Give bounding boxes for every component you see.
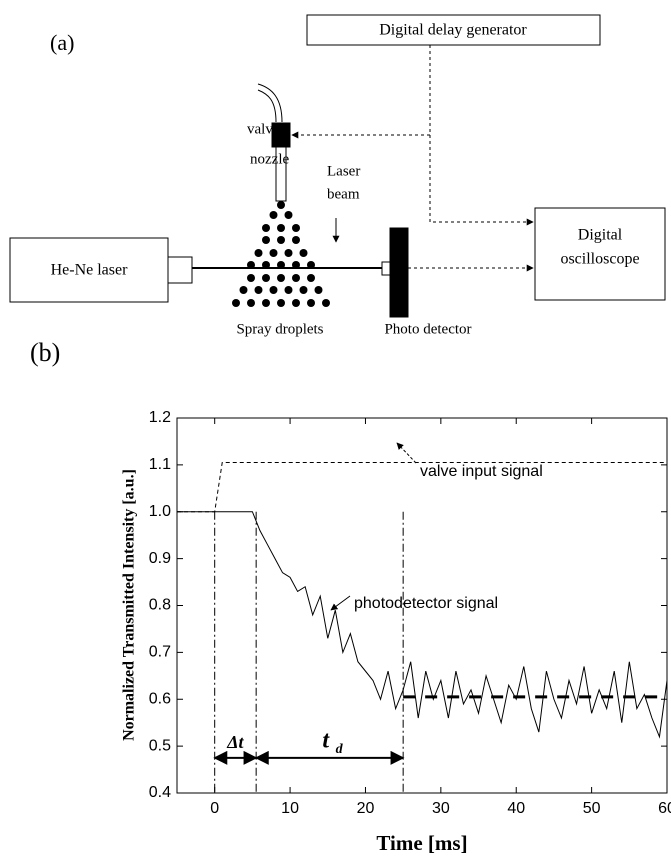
y-tick-label: 1.0 [149, 503, 171, 520]
y-tick-label: 0.4 [149, 784, 171, 801]
droplets-label: Spray droplets [236, 321, 323, 337]
annotation-arrow [396, 442, 417, 464]
annotation: photodetector signal [354, 595, 498, 612]
droplet [292, 299, 300, 307]
droplet [254, 249, 263, 257]
valve-label: valve [247, 121, 280, 137]
droplet [292, 224, 300, 232]
x-tick-label: 60 [658, 800, 671, 817]
y-tick-label: 0.8 [149, 597, 171, 614]
series-line [177, 462, 667, 513]
delta-t-label: Δt [226, 732, 244, 752]
droplet [269, 249, 278, 257]
x-tick-label: 0 [210, 800, 219, 817]
droplet [262, 224, 270, 232]
y-tick-label: 1.1 [149, 456, 171, 473]
nozzle-label: nozzle [250, 151, 289, 167]
photo-detector [389, 227, 409, 318]
pipe [257, 83, 283, 123]
laser-label: He-Ne laser [51, 262, 129, 279]
droplet [277, 236, 285, 244]
y-tick-label: 0.5 [149, 737, 171, 754]
droplet [314, 286, 323, 294]
detector-label: Photo detector [384, 321, 471, 337]
laser-head [167, 256, 193, 284]
y-tick-label: 0.7 [149, 644, 171, 661]
detector-window [381, 261, 391, 276]
droplet [299, 286, 308, 294]
x-tick-label: 20 [357, 800, 375, 817]
droplet [247, 299, 255, 307]
panel-a: (a) Digital delay generator valve nozzle… [9, 14, 666, 337]
oscilloscope-box [534, 207, 666, 301]
y-tick-label: 0.6 [149, 690, 171, 707]
laser-beam-label: Laser [327, 163, 360, 179]
panel-b: (b) Time [ms] Normalized Transmitted Int… [30, 338, 671, 855]
droplet [262, 274, 270, 282]
droplet [277, 299, 285, 307]
droplets [232, 201, 330, 307]
droplet [292, 274, 300, 282]
x-tick-label: 50 [583, 800, 601, 817]
panel-label: (a) [50, 30, 74, 55]
trigger-line [429, 45, 534, 226]
x-tick-label: 10 [281, 800, 299, 817]
y-tick-label: 1.2 [149, 409, 171, 426]
droplet [254, 286, 263, 294]
oscilloscope-label: oscilloscope [560, 251, 639, 268]
x-axis-label: Time [ms] [376, 831, 467, 855]
droplet [277, 224, 285, 232]
droplet [284, 286, 293, 294]
delay-generator-label: Digital delay generator [379, 22, 527, 39]
droplet [277, 201, 285, 209]
droplet [322, 299, 330, 307]
droplet [284, 211, 293, 219]
panel-label: (b) [30, 338, 60, 367]
x-tick-label: 30 [432, 800, 450, 817]
laser-beam-label: beam [327, 186, 360, 202]
droplet [284, 249, 293, 257]
droplet [292, 236, 300, 244]
annotation-arrow [330, 595, 351, 611]
x-tick-label: 40 [507, 800, 525, 817]
droplet [307, 299, 315, 307]
series-line [177, 511, 668, 739]
delay-generator-box [306, 14, 601, 46]
droplet [247, 274, 255, 282]
droplet [262, 299, 270, 307]
oscilloscope-label: Digital [578, 227, 623, 244]
droplet [269, 211, 278, 219]
annotation: valve input signal [420, 463, 543, 480]
droplet [232, 299, 240, 307]
y-axis-label: Normalized Transmitted Intensity [a.u.] [121, 469, 138, 741]
td-label: t [322, 727, 330, 753]
droplet [262, 236, 270, 244]
y-tick-label: 0.9 [149, 550, 171, 567]
droplet [277, 274, 285, 282]
droplet [269, 286, 278, 294]
droplet [239, 286, 248, 294]
droplet [307, 274, 315, 282]
droplet [299, 249, 308, 257]
td-subscript: d [336, 742, 344, 757]
